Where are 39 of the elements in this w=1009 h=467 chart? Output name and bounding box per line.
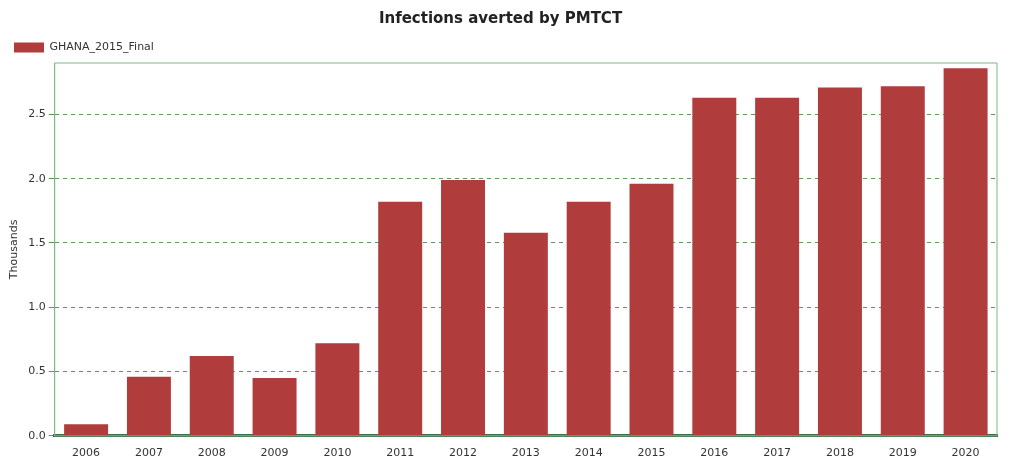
x-tick-label: 2009 [260,446,289,460]
y-tick-label: 0.0 [28,428,46,442]
x-tick-label: 2014 [574,446,603,460]
bar [629,183,674,436]
x-tick-label: 2006 [72,446,101,460]
bar [64,424,109,436]
bar [252,377,297,436]
bar [755,97,800,436]
bar [441,179,486,436]
bar [943,68,988,436]
x-tick-label: 2008 [197,446,226,460]
x-tick-label: 2007 [134,446,163,460]
y-tick-label: 0.5 [28,364,46,378]
bar [817,87,862,436]
bar [378,201,423,436]
y-axis-title: Thousands [7,219,21,281]
chart-title: Infections averted by PMTCT [378,8,623,27]
x-tick-label: 2019 [888,446,917,460]
y-tick-label: 1.5 [28,235,46,249]
x-tick-label: 2015 [637,446,666,460]
x-tick-label: 2020 [951,446,980,460]
bar [315,343,360,436]
x-tick-label: 2010 [323,446,352,460]
x-tick-label: 2017 [763,446,792,460]
bar [503,232,548,436]
x-tick-label: 2018 [825,446,854,460]
bar [692,97,737,436]
y-tick-label: 1.0 [28,300,46,314]
bar [126,376,171,436]
x-tick-label: 2016 [700,446,729,460]
bar [880,86,925,436]
legend-label: GHANA_2015_Final [49,40,154,54]
x-tick-label: 2011 [386,446,415,460]
y-tick-label: 2.0 [28,171,46,185]
y-tick-label: 2.5 [28,107,46,121]
bar [566,201,611,436]
x-tick-label: 2013 [511,446,540,460]
bar [189,356,234,436]
x-tick-label: 2012 [449,446,478,460]
